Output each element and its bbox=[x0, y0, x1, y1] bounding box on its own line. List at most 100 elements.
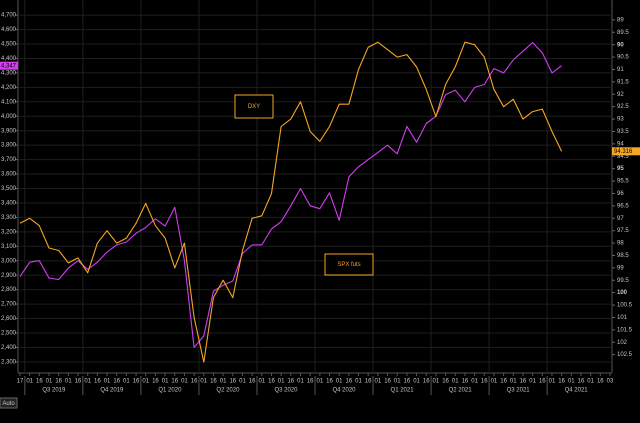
x-tick-label: 01 bbox=[239, 379, 246, 385]
x-tick-label: 16 bbox=[287, 379, 294, 385]
y-tick-label: 2,300 bbox=[1, 359, 17, 365]
auto-button[interactable] bbox=[0, 397, 18, 409]
x-tick-label: 16 bbox=[268, 379, 275, 385]
y2-tick-label: 92.5 bbox=[617, 104, 629, 110]
x-tick-label: 01 bbox=[142, 379, 149, 385]
y2-tick-label: 102 bbox=[617, 340, 628, 346]
x-tick-label: 01 bbox=[394, 379, 401, 385]
x-tick-label: 16 bbox=[94, 379, 101, 385]
x-tick-label: 16 bbox=[191, 379, 198, 385]
y-tick-label: 3,900 bbox=[1, 128, 17, 134]
y-tick-label: 4,100 bbox=[1, 99, 17, 105]
quarter-label: Q1 2021 bbox=[391, 388, 415, 394]
y2-tick-label: 100.5 bbox=[617, 303, 633, 309]
x-tick-label: 01 bbox=[471, 379, 478, 385]
quarter-label: Q3 2019 bbox=[42, 388, 66, 394]
x-tick-label: 01 bbox=[84, 379, 91, 385]
x-tick-label: 01 bbox=[568, 379, 575, 385]
x-tick-label: 01 bbox=[491, 379, 498, 385]
x-tick-label: 01 bbox=[375, 379, 382, 385]
x-tick-label: 16 bbox=[462, 379, 469, 385]
x-tick-label: 01 bbox=[413, 379, 420, 385]
quarter-label: Q3 2020 bbox=[274, 388, 298, 394]
y-tick-label: 3,800 bbox=[1, 143, 17, 149]
y2-tick-label: 96.5 bbox=[617, 203, 629, 209]
series-tag-box bbox=[234, 94, 274, 119]
x-tick-label: 16 bbox=[75, 379, 82, 385]
last-value-box bbox=[612, 147, 640, 156]
y-tick-label: 2,800 bbox=[1, 287, 17, 293]
y2-tick-label: 97 bbox=[617, 216, 624, 222]
y2-tick-label: 102.5 bbox=[617, 352, 633, 358]
x-tick-label: 16 bbox=[442, 379, 449, 385]
x-tick-label: 16 bbox=[597, 379, 604, 385]
quarter-label: Q4 2019 bbox=[100, 388, 124, 394]
x-tick-label: 01 bbox=[123, 379, 130, 385]
y-tick-label: 3,400 bbox=[1, 201, 17, 207]
x-tick-label: 17 bbox=[17, 379, 24, 385]
series-line bbox=[19, 42, 562, 348]
y2-tick-label: 96 bbox=[617, 191, 624, 197]
quarter-label: Q2 2021 bbox=[449, 388, 473, 394]
y2-tick-label: 100 bbox=[617, 290, 628, 296]
y-tick-label: 2,500 bbox=[1, 331, 17, 337]
x-tick-label: 16 bbox=[55, 379, 62, 385]
x-tick-label: 01 bbox=[549, 379, 556, 385]
x-tick-label: 01 bbox=[258, 379, 265, 385]
y2-tick-label: 98.5 bbox=[617, 253, 629, 259]
y-tick-label: 4,200 bbox=[1, 85, 17, 91]
x-tick-label: 16 bbox=[520, 379, 527, 385]
x-tick-label: 01 bbox=[26, 379, 33, 385]
y2-tick-label: 91 bbox=[617, 67, 624, 73]
x-tick-label: 16 bbox=[558, 379, 565, 385]
quarter-label: Q4 2021 bbox=[565, 388, 589, 394]
x-tick-label: 01 bbox=[316, 379, 323, 385]
y2-tick-label: 97.5 bbox=[617, 228, 629, 234]
x-tick-label: 01 bbox=[510, 379, 517, 385]
y2-tick-label: 98 bbox=[617, 241, 624, 247]
x-tick-label: 16 bbox=[500, 379, 507, 385]
y-tick-label: 3,200 bbox=[1, 229, 17, 235]
x-tick-label: 16 bbox=[133, 379, 140, 385]
y-tick-label: 2,700 bbox=[1, 302, 17, 308]
x-tick-label: 16 bbox=[113, 379, 120, 385]
x-tick-label: 01 bbox=[355, 379, 362, 385]
x-tick-label: 03 bbox=[607, 379, 614, 385]
x-tick-label: 16 bbox=[326, 379, 333, 385]
y-tick-label: 4,300 bbox=[1, 70, 17, 76]
x-tick-label: 01 bbox=[529, 379, 536, 385]
series-line bbox=[19, 41, 563, 363]
y-tick-label: 3,500 bbox=[1, 186, 17, 192]
y2-tick-label: 93 bbox=[617, 117, 624, 123]
y2-tick-label: 93.5 bbox=[617, 129, 629, 135]
x-tick-label: 16 bbox=[152, 379, 159, 385]
y-tick-label: 3,100 bbox=[1, 244, 17, 250]
y-tick-label: 3,300 bbox=[1, 215, 17, 221]
y2-tick-label: 95 bbox=[617, 166, 624, 172]
quarter-label: Q4 2020 bbox=[333, 388, 357, 394]
y2-tick-label: 90 bbox=[617, 42, 624, 48]
x-tick-label: 16 bbox=[171, 379, 178, 385]
x-tick-label: 16 bbox=[539, 379, 546, 385]
x-tick-label: 01 bbox=[220, 379, 227, 385]
x-tick-label: 16 bbox=[229, 379, 236, 385]
y-tick-label: 2,600 bbox=[1, 316, 17, 322]
last-value-label: 94.316 bbox=[614, 149, 633, 155]
y-tick-label: 2,900 bbox=[1, 273, 17, 279]
x-tick-label: 01 bbox=[104, 379, 111, 385]
y2-tick-label: 92 bbox=[617, 92, 624, 98]
y-tick-label: 4,700 bbox=[1, 13, 17, 19]
last-value-label: 4,347 bbox=[1, 63, 17, 69]
x-tick-label: 01 bbox=[65, 379, 72, 385]
quarter-label: Q2 2020 bbox=[216, 388, 240, 394]
series-tag: SPX futs bbox=[337, 262, 360, 268]
y2-tick-label: 94 bbox=[617, 141, 624, 147]
y-tick-label: 2,400 bbox=[1, 345, 17, 351]
x-tick-label: 01 bbox=[46, 379, 53, 385]
x-tick-label: 16 bbox=[384, 379, 391, 385]
x-tick-label: 01 bbox=[278, 379, 285, 385]
y-tick-label: 4,600 bbox=[1, 27, 17, 33]
x-tick-label: 16 bbox=[249, 379, 256, 385]
